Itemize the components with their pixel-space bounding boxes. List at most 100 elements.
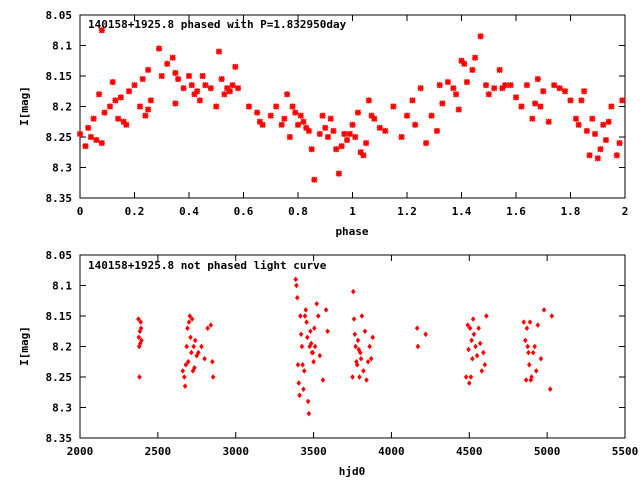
data-point [245,103,253,110]
data-point [532,100,539,107]
data-point [450,85,457,92]
data-point [360,152,367,159]
data-point [608,103,615,110]
data-point [286,133,293,141]
data-point [90,115,97,122]
data-point [561,88,569,95]
data-point [477,340,483,347]
data-point [185,72,193,80]
data-point [354,361,360,368]
data-point [297,392,302,399]
data-point [358,355,364,362]
data-point [352,133,359,141]
data-point [304,319,309,326]
data-point [472,54,479,61]
data-point [175,75,182,83]
data-point [567,97,574,104]
data-point [155,45,163,52]
data-point [466,380,472,387]
y-tick-label: 8.25 [46,371,73,384]
data-point [224,85,231,92]
data-point [469,66,476,73]
data-point [145,106,152,113]
data-point [581,88,588,95]
data-point [139,337,144,344]
data-point [529,374,534,380]
data-point [551,82,558,89]
data-point [502,82,509,89]
y-tick-label: 8.3 [52,162,72,175]
data-point [547,386,553,393]
data-point [605,118,612,125]
data-point [98,27,105,34]
data-point [316,130,323,138]
data-point [192,337,198,344]
chart-title: 140158+1925.8 phased with P=1.832950day [88,18,347,31]
x-tick-label: 2000 [67,445,94,458]
data-point [594,155,601,162]
data-point [98,140,105,147]
data-point [417,85,424,92]
data-point [482,82,490,89]
data-point [226,88,233,95]
data-point [507,82,514,89]
y-tick-label: 8.35 [46,432,73,445]
data-point [164,60,171,67]
phased-light-curve-plot: 140158+1925.8 phased with P=1.832950day … [18,9,628,238]
data-point [330,127,337,134]
data-point [323,306,329,313]
data-point [300,361,305,368]
data-point [196,349,201,356]
data-point [292,109,299,116]
x-tick-label: 4500 [456,445,483,458]
data-point [534,75,541,83]
data-point [180,85,187,92]
data-point [575,121,582,128]
data-point [325,328,330,335]
data-point [311,176,318,183]
data-point [540,88,547,95]
data-point [137,374,142,380]
data-point [355,337,361,344]
data-point [368,355,374,362]
data-point [85,124,92,131]
x-tick-label: 2 [622,205,629,218]
data-point [169,54,176,61]
data-point [192,364,197,371]
data-point [528,377,534,383]
y-tick-label: 8.05 [46,249,73,262]
data-point [545,118,552,125]
data-point [512,94,520,101]
data-point [349,121,356,128]
data-point [308,328,313,335]
data-point [480,349,486,356]
data-point [523,82,530,89]
data-point [194,88,201,95]
data-point [281,115,288,122]
y-tick-label: 8.25 [46,131,73,144]
data-point [444,79,451,86]
data-point [619,97,626,104]
data-point [297,112,304,119]
data-point [311,358,316,365]
x-tick-label: 5500 [612,445,639,458]
data-point [218,75,225,83]
data-point [423,140,430,147]
data-point [136,334,142,341]
data-point [333,146,340,153]
data-point [147,97,154,104]
data-point [300,118,307,125]
data-point [109,79,116,86]
data-point [205,325,211,332]
data-point [616,140,623,147]
y-tick-label: 8.05 [46,9,73,22]
data-point [469,337,474,344]
data-point [390,103,397,110]
data-point [294,294,300,301]
data-point [202,82,209,89]
data-point [106,103,114,110]
data-point [232,63,239,70]
data-point [523,337,528,344]
data-point [525,343,530,350]
data-point [199,72,206,80]
